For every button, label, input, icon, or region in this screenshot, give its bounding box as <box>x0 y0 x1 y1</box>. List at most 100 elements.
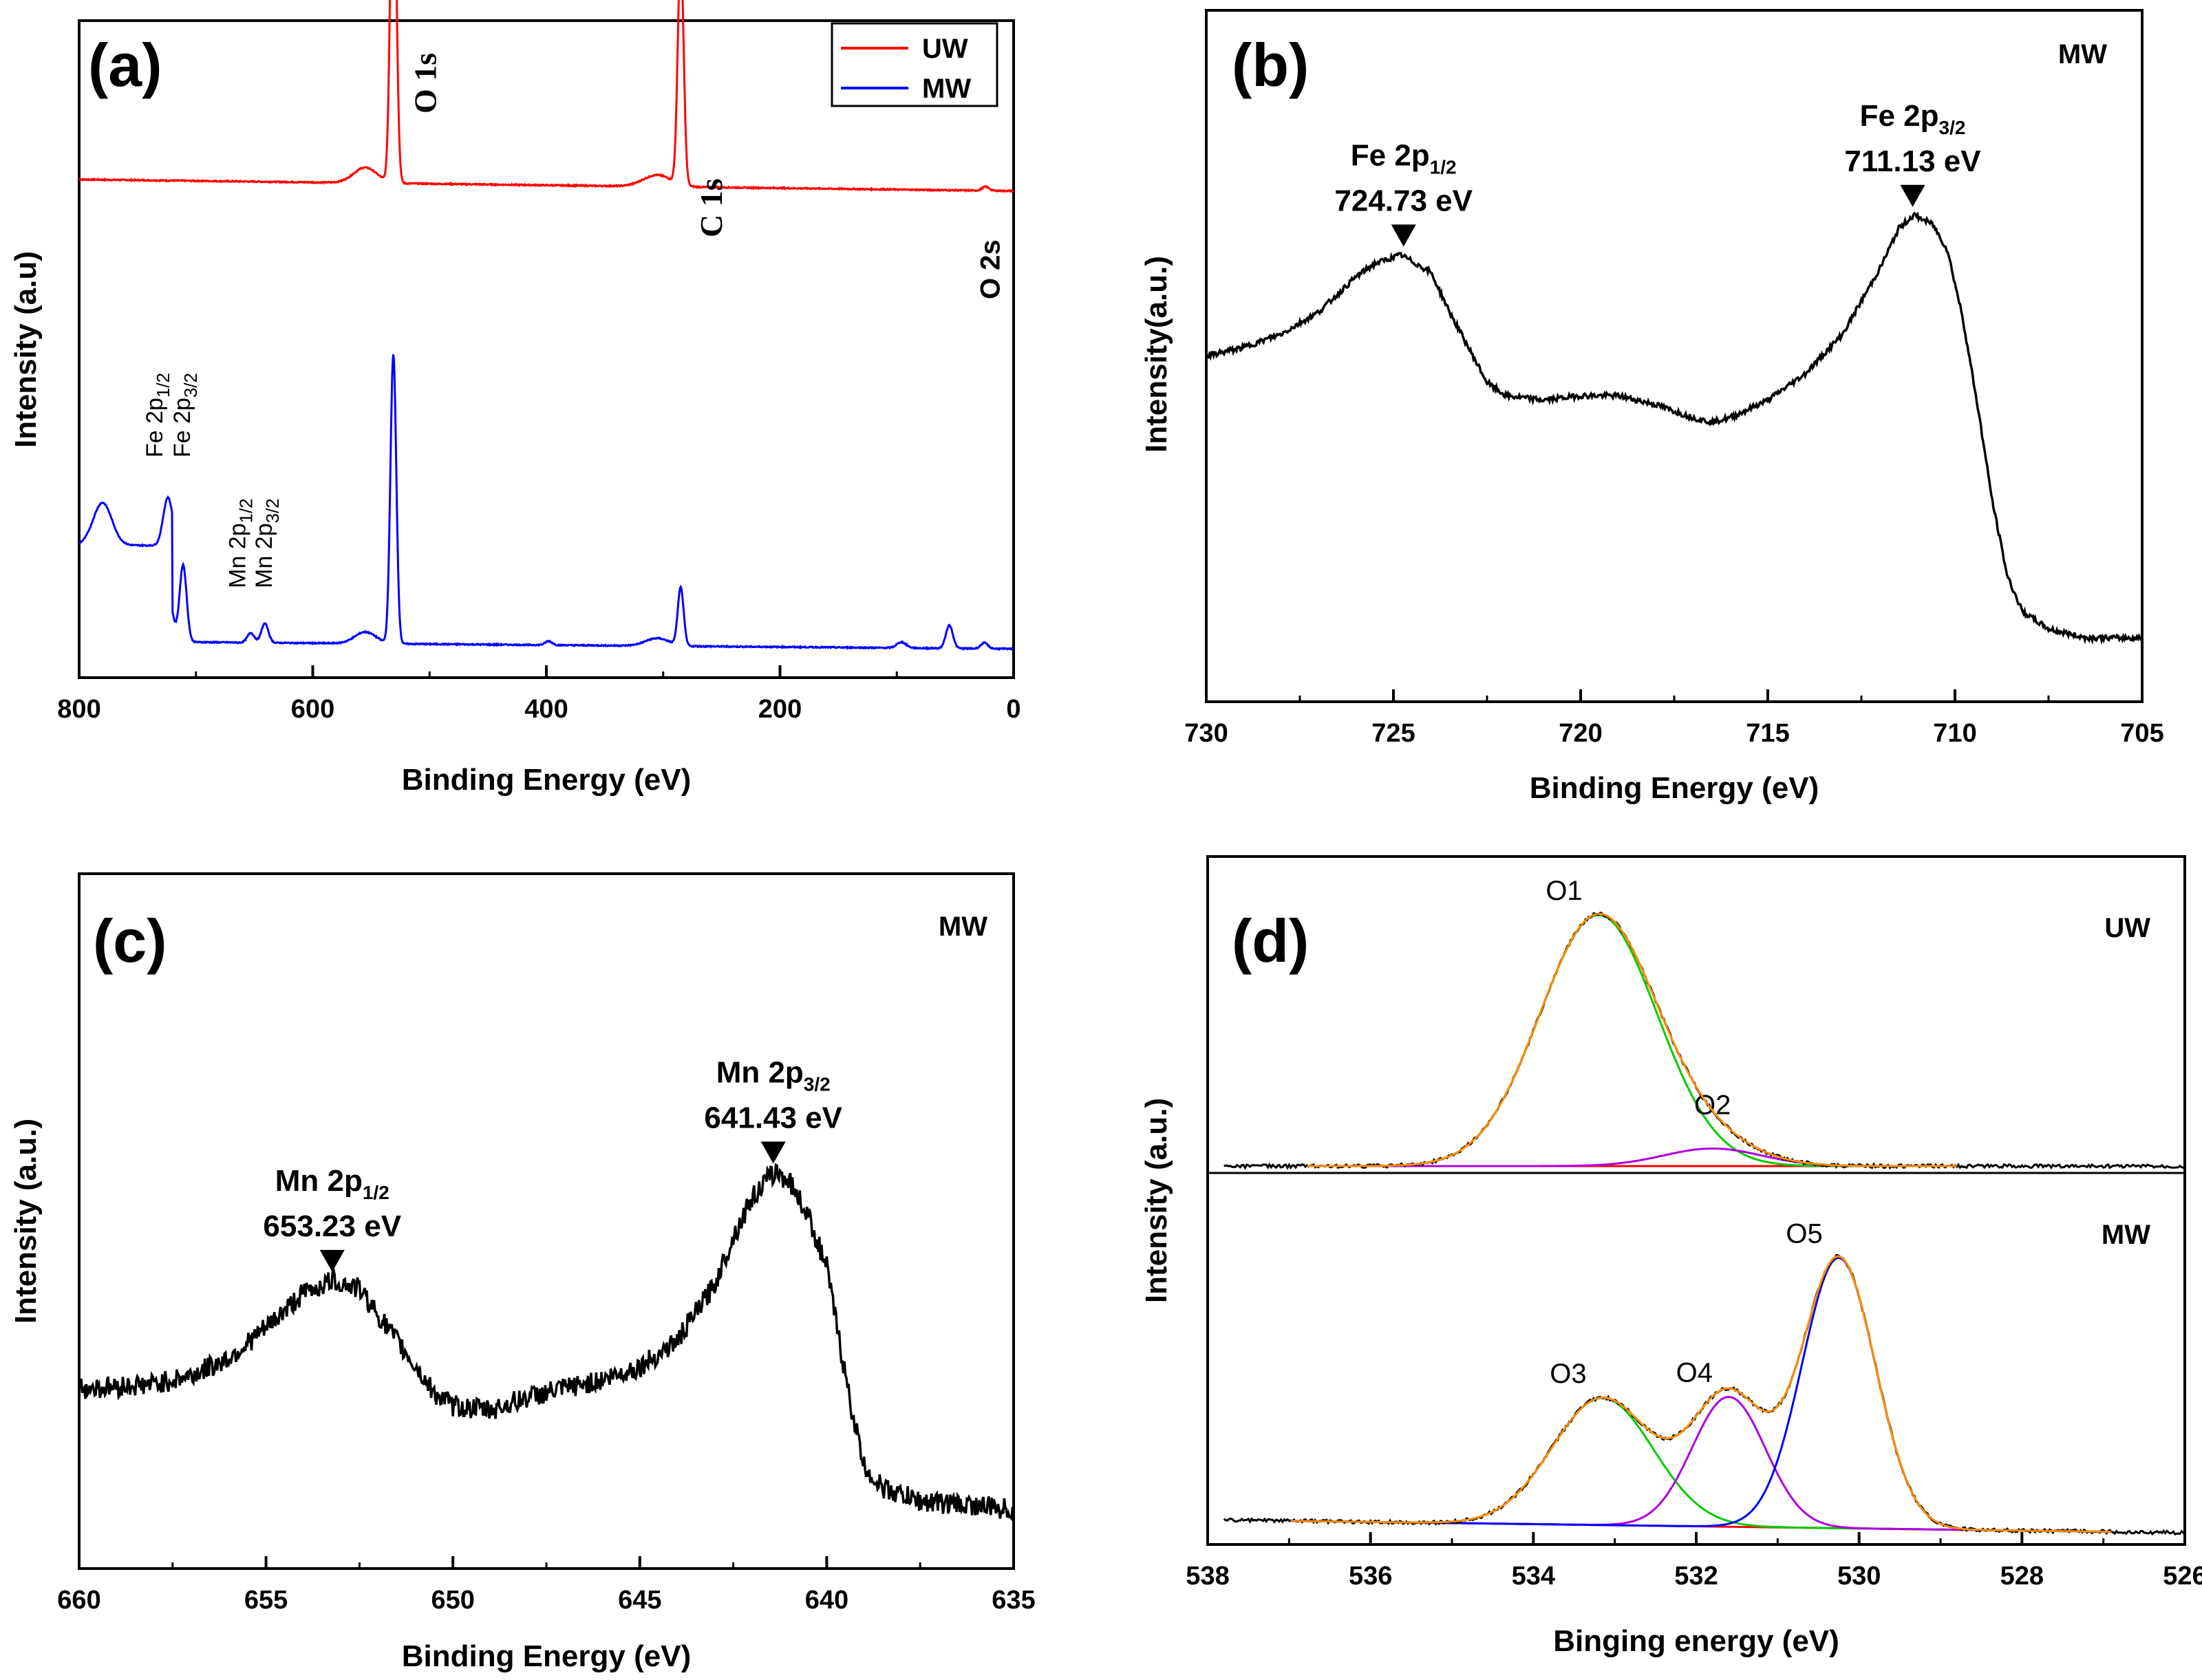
panel-b-x-axis-label: Binding Energy (eV) <box>1530 771 1819 805</box>
x-tick-label: 400 <box>524 695 568 724</box>
peak-marker-arrow <box>1391 224 1416 247</box>
panel-d-frame <box>1206 855 2186 1546</box>
x-tick-label: 705 <box>2120 719 2163 748</box>
panel-c-sample-label: MW <box>939 912 987 942</box>
annotation-c1s: C 1s <box>694 178 729 237</box>
panel-a-letter: (a) <box>88 31 162 99</box>
peak-marker-arrow <box>319 1249 345 1272</box>
peak-marker-arrow <box>760 1141 786 1164</box>
x-tick-label: 0 <box>1006 695 1020 724</box>
annotation-o2s: O 2s <box>975 239 1005 299</box>
x-tick-label: 538 <box>1186 1562 1229 1591</box>
peak-label: Fe 2p3/2 <box>1860 99 1966 138</box>
annotation-o1s: O 1s <box>408 53 443 114</box>
peak-label: Fe 2p1/2 <box>1351 138 1457 177</box>
x-tick-label: 715 <box>1746 719 1789 748</box>
component-label: O1 <box>1546 876 1582 906</box>
x-tick-label: 730 <box>1184 719 1228 748</box>
mw-peak-label-main: Mn 2p <box>225 524 251 589</box>
spectrum-line <box>78 1163 1014 1522</box>
panel-d-x-axis-label: Binging energy (eV) <box>1553 1624 1839 1658</box>
x-tick-label: 534 <box>1512 1562 1555 1591</box>
series-uw-line <box>78 0 1015 193</box>
x-tick-label: 635 <box>992 1586 1035 1615</box>
x-tick-label: 650 <box>431 1586 474 1615</box>
x-tick-label: 200 <box>758 695 802 724</box>
component-o4-curve <box>1289 1396 2112 1533</box>
peak-label: Mn 2p3/2 <box>716 1055 831 1095</box>
mw-peak-label: Mn 2p3/2 <box>251 498 283 588</box>
peak-label-sub: 1/2 <box>1430 156 1457 177</box>
x-tick-label: 536 <box>1349 1562 1392 1591</box>
panel-a-x-ticks: 800 600 400 200 0 <box>57 665 1021 724</box>
x-tick-label: 710 <box>1933 719 1976 748</box>
panel-d-y-axis-label: Intensity (a.u.) <box>1140 1098 1173 1303</box>
peak-label-main: Fe 2p <box>1860 99 1939 133</box>
mw-peak-label-main: Fe 2p <box>169 398 195 457</box>
x-tick-label: 800 <box>57 695 100 724</box>
x-tick-label: 655 <box>244 1586 288 1615</box>
peak-value: 641.43 eV <box>704 1101 842 1134</box>
x-tick-label: 660 <box>57 1586 100 1615</box>
fit-envelope-line <box>1307 912 1957 1167</box>
raw-spectrum-line <box>1223 1253 2185 1536</box>
panel-d-uw-label: UW <box>2104 913 2150 943</box>
series-mw-line <box>78 354 1014 651</box>
mw-peak-label-main: Mn 2p <box>251 524 277 589</box>
peak-label-main: Mn 2p <box>275 1164 363 1198</box>
panel-b-frame <box>1205 9 2144 703</box>
panel-d-x-ticks: 538 536 534 532 530 528 526 <box>1186 1532 2202 1591</box>
panel-b-sample-label: MW <box>2058 39 2107 69</box>
peak-label-sub: 3/2 <box>1939 117 1966 138</box>
panel-c-x-ticks: 660 655 650 645 640 635 <box>57 1556 1036 1615</box>
x-tick-label: 528 <box>2000 1562 2044 1591</box>
peak-label-main: Mn 2p <box>716 1055 804 1089</box>
panel-a-y-axis-label: Intensity (a.u) <box>9 251 43 448</box>
mw-peak-label: Fe 2p1/2 <box>142 373 173 457</box>
panel-d-letter: (d) <box>1232 907 1309 975</box>
panel-c-frame <box>78 872 1015 1570</box>
x-tick-label: 530 <box>1837 1562 1881 1591</box>
panel-b-y-axis-label: Intensity(a.u.) <box>1140 256 1173 453</box>
peak-marker-arrow <box>1900 184 1925 207</box>
peak-label: Mn 2p1/2 <box>275 1164 389 1203</box>
panel-c-x-axis-label: Binding Energy (eV) <box>402 1639 691 1673</box>
component-o3-curve <box>1289 1397 2112 1533</box>
component-o1-curve <box>1305 914 1957 1167</box>
component-label: O3 <box>1550 1359 1586 1389</box>
legend-box <box>831 22 998 107</box>
x-tick-label: 532 <box>1674 1562 1718 1591</box>
mw-peak-label: Mn 2p1/2 <box>225 498 257 588</box>
component-o5-curve <box>1289 1256 2112 1533</box>
x-tick-label: 645 <box>618 1586 661 1615</box>
raw-spectrum-line <box>1223 912 2185 1170</box>
peak-label-sub: 3/2 <box>804 1073 831 1095</box>
component-label: O4 <box>1676 1358 1713 1388</box>
mw-peak-label-main: Fe 2p <box>142 398 168 457</box>
mw-peak-label-sub: 3/2 <box>262 498 283 523</box>
component-label: O5 <box>1786 1218 1822 1249</box>
peak-label-sub: 1/2 <box>363 1182 389 1203</box>
panel-c-y-axis-label: Intensity (a.u.) <box>9 1119 43 1324</box>
panel-a-legend: UW MW <box>831 22 998 107</box>
x-tick-label: 600 <box>291 695 334 724</box>
panel-a-frame <box>78 19 1015 679</box>
panel-b-x-ticks: 730 725 720 715 710 705 <box>1184 689 2164 748</box>
panel-b-letter: (b) <box>1232 31 1309 99</box>
peak-label-main: Fe 2p <box>1351 138 1430 172</box>
x-tick-label: 526 <box>2163 1562 2202 1591</box>
spectrum-line <box>1205 211 2143 645</box>
mw-peak-label-sub: 1/2 <box>236 498 257 523</box>
peak-value: 711.13 eV <box>1844 144 1981 178</box>
x-tick-label: 725 <box>1371 719 1415 748</box>
fit-envelope-line <box>1290 1255 2112 1533</box>
panel-a-x-axis-label: Binding Energy (eV) <box>402 763 691 797</box>
panel-d-mw-label: MW <box>2102 1220 2150 1250</box>
